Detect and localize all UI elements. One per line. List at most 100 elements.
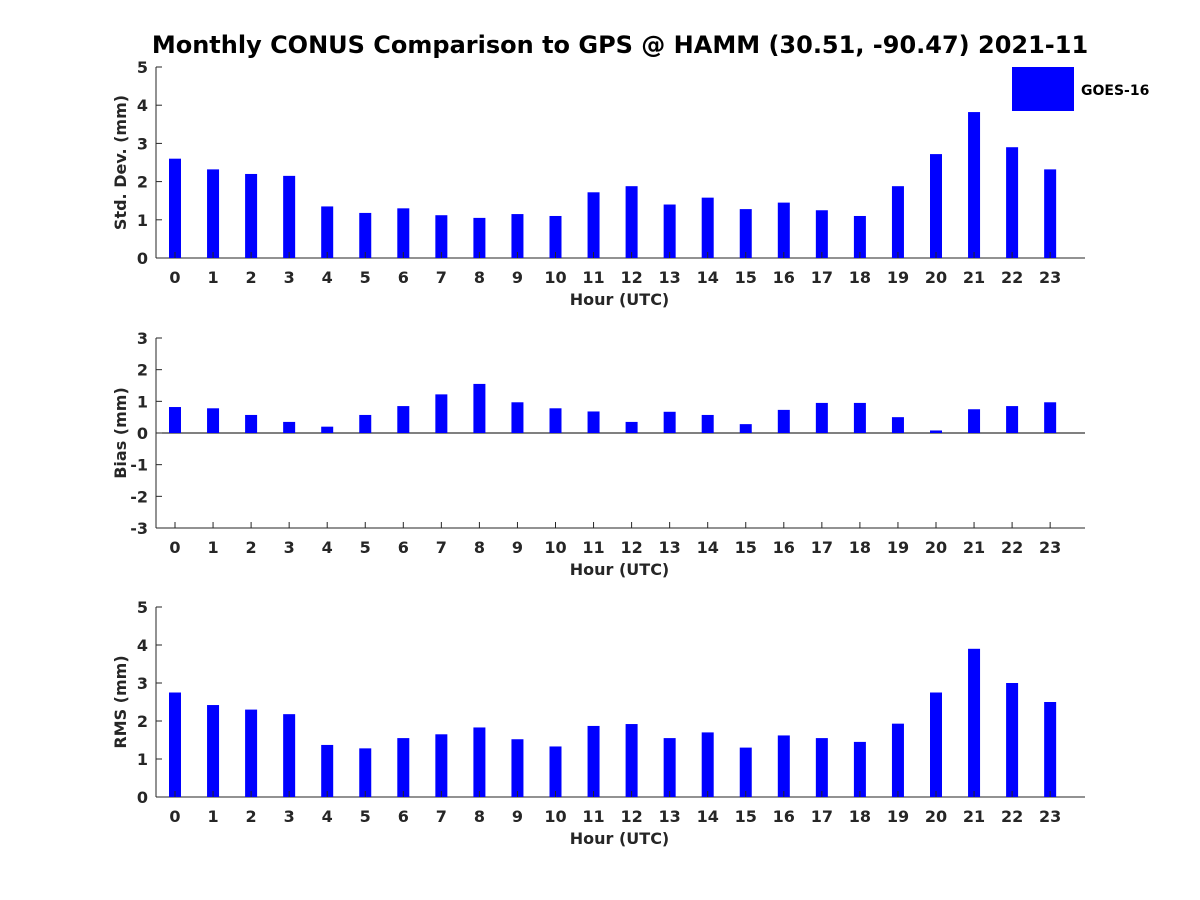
bar-hour-2 bbox=[245, 414, 258, 433]
bar-hour-19 bbox=[891, 417, 904, 433]
y-axis-label: RMS (mm) bbox=[111, 655, 130, 748]
y-axis-label: Std. Dev. (mm) bbox=[111, 95, 130, 230]
x-tick-label: 8 bbox=[474, 538, 485, 557]
y-tick-label: 1 bbox=[137, 392, 148, 411]
bar-hour-5 bbox=[359, 414, 372, 433]
x-tick-label: 14 bbox=[697, 807, 719, 826]
bar-hour-3 bbox=[283, 714, 296, 797]
y-tick-label: -1 bbox=[130, 456, 148, 475]
bar-hour-9 bbox=[511, 214, 524, 258]
x-tick-label: 4 bbox=[322, 538, 333, 557]
bar-hour-23 bbox=[1044, 169, 1057, 258]
bar-hour-22 bbox=[1006, 406, 1019, 433]
bar-hour-11 bbox=[587, 725, 600, 797]
bar-hour-1 bbox=[207, 169, 220, 258]
bar-hour-20 bbox=[930, 154, 942, 258]
x-tick-label: 18 bbox=[849, 538, 871, 557]
x-tick-label: 6 bbox=[398, 268, 409, 287]
bar-hour-18 bbox=[853, 402, 866, 433]
x-tick-label: 16 bbox=[773, 807, 795, 826]
x-tick-label: 1 bbox=[207, 268, 218, 287]
y-tick-label: 1 bbox=[137, 750, 148, 769]
bar-hour-12 bbox=[625, 421, 638, 433]
bar-hour-15 bbox=[739, 209, 752, 258]
x-tick-label: 8 bbox=[474, 268, 485, 287]
x-tick-label: 19 bbox=[887, 538, 909, 557]
x-tick-label: 2 bbox=[246, 538, 257, 557]
x-tick-label: 10 bbox=[544, 538, 566, 557]
bar-hour-4 bbox=[321, 206, 334, 258]
x-axis-label: Hour (UTC) bbox=[570, 560, 670, 579]
x-tick-label: 0 bbox=[169, 807, 180, 826]
x-tick-label: 12 bbox=[620, 807, 642, 826]
x-tick-label: 5 bbox=[360, 268, 371, 287]
x-tick-label: 6 bbox=[398, 538, 409, 557]
bar-hour-2 bbox=[245, 173, 258, 258]
bar-hour-10 bbox=[549, 408, 562, 433]
x-tick-label: 9 bbox=[512, 538, 523, 557]
x-tick-label: 11 bbox=[582, 268, 604, 287]
bar-hour-11 bbox=[587, 192, 600, 258]
x-axis-label: Hour (UTC) bbox=[570, 290, 670, 309]
bar-hour-10 bbox=[549, 746, 562, 797]
x-tick-label: 8 bbox=[474, 807, 485, 826]
x-tick-label: 13 bbox=[659, 807, 681, 826]
x-tick-label: 13 bbox=[659, 268, 681, 287]
x-tick-label: 18 bbox=[849, 807, 871, 826]
x-tick-label: 15 bbox=[735, 538, 757, 557]
bar-hour-19 bbox=[891, 186, 904, 258]
x-tick-label: 1 bbox=[207, 538, 218, 557]
x-tick-label: 23 bbox=[1039, 807, 1061, 826]
x-tick-label: 1 bbox=[207, 807, 218, 826]
x-tick-label: 17 bbox=[811, 538, 833, 557]
bar-hour-5 bbox=[359, 212, 372, 258]
chart-title: Monthly CONUS Comparison to GPS @ HAMM (… bbox=[151, 31, 1089, 59]
bar-hour-11 bbox=[587, 411, 600, 433]
x-tick-label: 14 bbox=[697, 268, 719, 287]
x-tick-label: 20 bbox=[925, 268, 947, 287]
bar-hour-23 bbox=[1044, 702, 1057, 797]
bar-hour-14 bbox=[701, 732, 714, 797]
bar-hour-22 bbox=[1006, 147, 1019, 258]
bar-hour-15 bbox=[739, 747, 752, 797]
bar-hour-0 bbox=[169, 158, 181, 258]
bar-hour-6 bbox=[397, 208, 410, 258]
bar-hour-8 bbox=[473, 217, 486, 258]
x-tick-label: 14 bbox=[697, 538, 719, 557]
bar-hour-4 bbox=[321, 744, 334, 797]
bar-hour-21 bbox=[968, 648, 981, 797]
bar-hour-6 bbox=[397, 406, 410, 433]
bar-hour-16 bbox=[777, 735, 790, 797]
bar-hour-7 bbox=[435, 734, 448, 797]
x-tick-label: 11 bbox=[582, 807, 604, 826]
x-tick-label: 3 bbox=[284, 807, 295, 826]
x-tick-label: 7 bbox=[436, 538, 447, 557]
y-tick-label: 2 bbox=[137, 361, 148, 380]
y-tick-label: 5 bbox=[137, 598, 148, 617]
x-tick-label: 23 bbox=[1039, 268, 1061, 287]
x-tick-label: 15 bbox=[735, 807, 757, 826]
x-tick-label: 4 bbox=[322, 268, 333, 287]
y-tick-label: 0 bbox=[137, 249, 148, 268]
x-tick-label: 17 bbox=[811, 807, 833, 826]
x-tick-label: 3 bbox=[284, 268, 295, 287]
bar-hour-2 bbox=[245, 709, 258, 797]
x-tick-label: 13 bbox=[659, 538, 681, 557]
y-tick-label: -3 bbox=[130, 519, 148, 538]
x-tick-label: 22 bbox=[1001, 538, 1023, 557]
x-tick-label: 21 bbox=[963, 538, 985, 557]
x-tick-label: 17 bbox=[811, 268, 833, 287]
bar-hour-3 bbox=[283, 421, 296, 433]
x-tick-label: 0 bbox=[169, 538, 180, 557]
bar-hour-9 bbox=[511, 402, 524, 433]
x-tick-label: 20 bbox=[925, 807, 947, 826]
x-tick-label: 3 bbox=[284, 538, 295, 557]
bar-hour-14 bbox=[701, 414, 714, 433]
bar-hour-13 bbox=[663, 411, 676, 433]
legend-label: GOES-16 bbox=[1081, 83, 1149, 99]
bar-hour-18 bbox=[853, 215, 866, 258]
y-tick-label: 0 bbox=[137, 788, 148, 807]
y-tick-label: 3 bbox=[137, 329, 148, 348]
bar-hour-23 bbox=[1044, 402, 1057, 433]
